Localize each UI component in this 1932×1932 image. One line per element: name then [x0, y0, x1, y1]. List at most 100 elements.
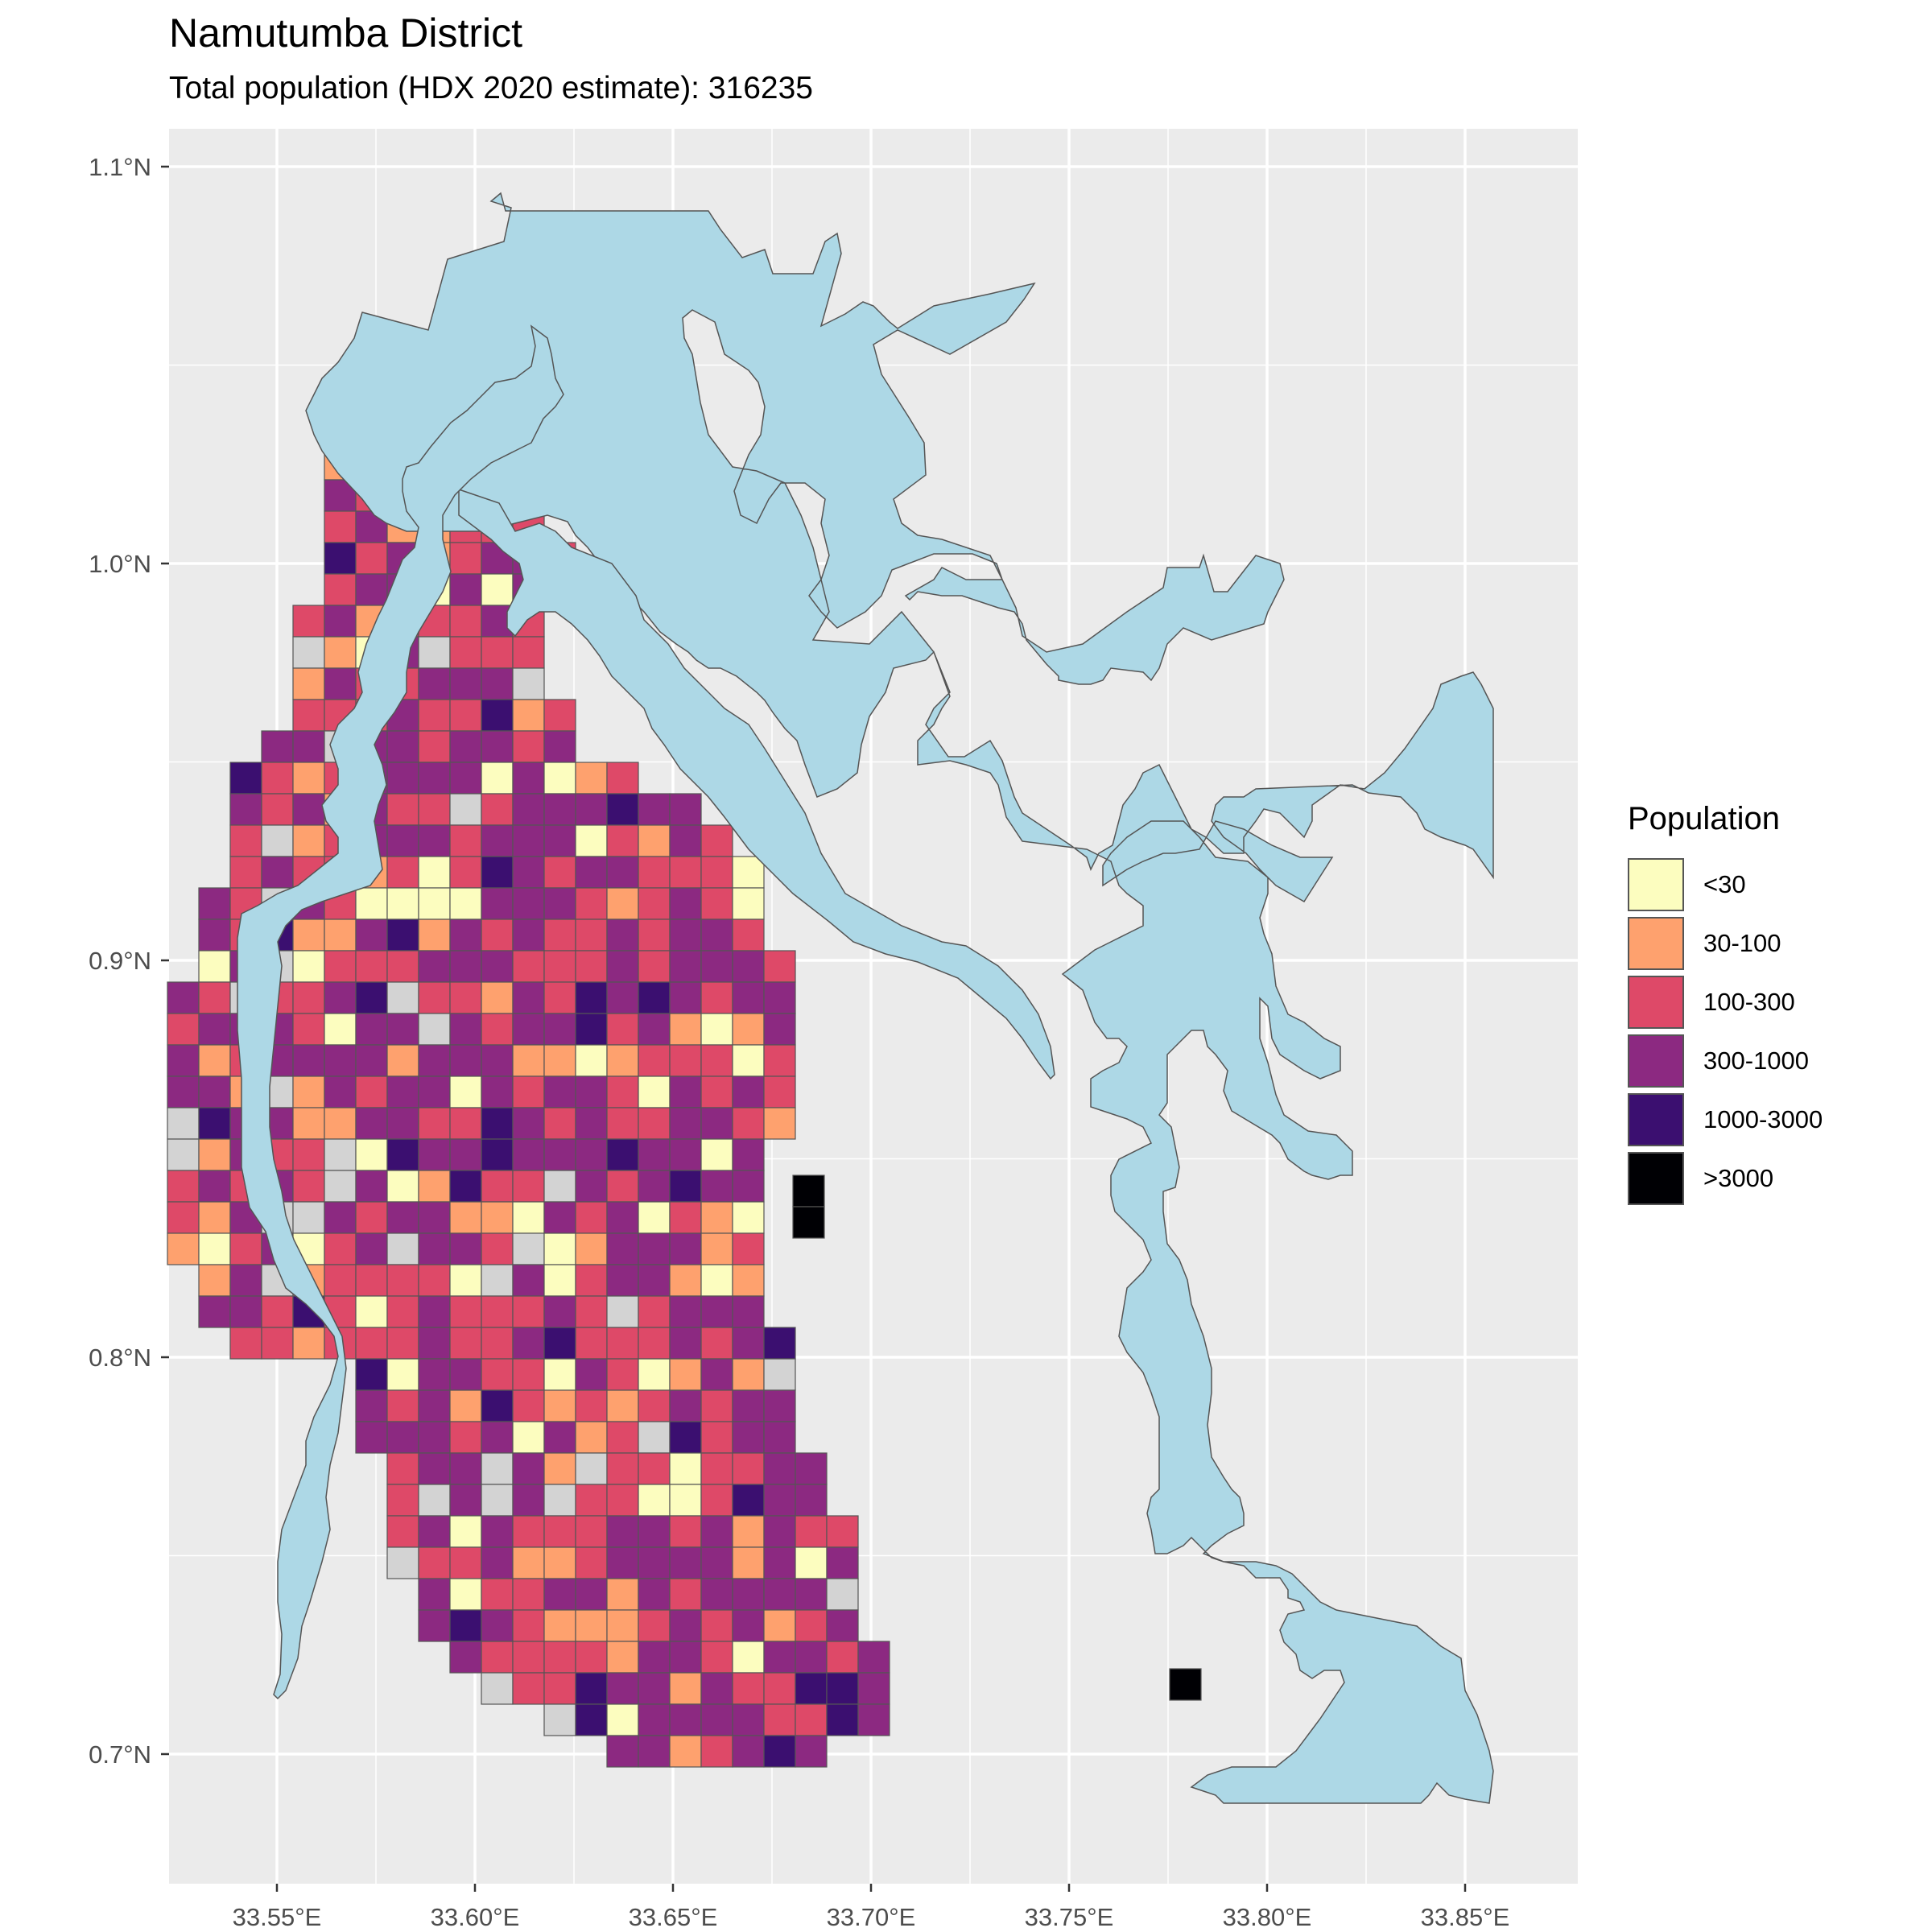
population-cell: [481, 1264, 514, 1297]
population-cell: [355, 1389, 388, 1422]
population-cell: [198, 1075, 231, 1108]
population-cell: [386, 1421, 419, 1454]
legend-item: 300-1000: [1628, 1031, 1823, 1090]
population-cell: [481, 1013, 514, 1046]
population-cell: [732, 1013, 765, 1046]
population-cell: [198, 1013, 231, 1046]
population-cell: [167, 1170, 200, 1203]
population-cell: [386, 856, 419, 889]
population-cell: [261, 793, 294, 826]
population-cell: [355, 1075, 388, 1108]
map-title: Namutumba District: [169, 10, 522, 56]
population-cell: [732, 1295, 765, 1328]
population-cell: [481, 1546, 514, 1579]
population-cell: [512, 1327, 545, 1360]
population-cell: [638, 1201, 671, 1234]
population-cell: [324, 1201, 357, 1234]
population-cell: [700, 1452, 733, 1485]
population-cell: [481, 1075, 514, 1108]
legend-key-swatch: [1628, 1092, 1684, 1146]
legend-key-swatch: [1628, 975, 1684, 1029]
population-cell: [418, 699, 451, 732]
population-cell: [763, 981, 796, 1014]
population-cell: [732, 1609, 765, 1642]
population-cell: [732, 1327, 765, 1360]
population-cell: [543, 1201, 576, 1234]
population-cell: [638, 1484, 671, 1517]
population-cell: [418, 1421, 451, 1454]
population-cell: [669, 919, 702, 952]
population-cell: [543, 1641, 576, 1674]
population-cell: [543, 1044, 576, 1077]
population-cell: [543, 1703, 576, 1736]
population-cell: [418, 824, 451, 857]
population-cell: [795, 1578, 828, 1611]
population-cell: [481, 730, 514, 763]
population-cell: [606, 1327, 639, 1360]
population-cell: [606, 981, 639, 1014]
population-cell: [292, 793, 325, 826]
population-cell: [732, 1546, 765, 1579]
population-cell: [512, 1295, 545, 1328]
population-cell: [324, 573, 357, 606]
population-cell: [449, 887, 482, 920]
population-cell: [512, 1013, 545, 1046]
population-cell: [606, 1735, 639, 1768]
population-cell: [638, 1107, 671, 1140]
population-cell: [543, 1578, 576, 1611]
population-cell: [198, 1138, 231, 1171]
population-cell: [324, 636, 357, 669]
population-cell: [481, 573, 514, 606]
population-cell: [418, 1578, 451, 1611]
population-cell: [481, 887, 514, 920]
population-cell: [418, 793, 451, 826]
x-tick-label: 33.70°E: [827, 1903, 916, 1931]
population-cell: [418, 1295, 451, 1328]
population-cell: [449, 1201, 482, 1234]
population-cell: [292, 1201, 325, 1234]
x-axis-labels: 33.55°E 33.60°E 33.65°E 33.70°E 33.75°E 33.80…: [233, 1903, 1510, 1931]
population-cell: [543, 1546, 576, 1579]
population-cell: [292, 919, 325, 952]
population-cell-max: [1169, 1668, 1202, 1701]
population-cell: [669, 1515, 702, 1548]
population-cell: [355, 1107, 388, 1140]
population-cell: [638, 950, 671, 983]
population-cell: [543, 1138, 576, 1171]
population-cell: [292, 636, 325, 669]
population-cell: [669, 887, 702, 920]
population-cell: [638, 793, 671, 826]
population-cell: [669, 1421, 702, 1454]
population-cell: [700, 1295, 733, 1328]
legend-item: 30-100: [1628, 914, 1823, 972]
population-cell: [669, 1484, 702, 1517]
population-cell: [449, 1075, 482, 1108]
population-cell: [795, 1735, 828, 1768]
population-cell: [606, 1421, 639, 1454]
western-wetland: [458, 488, 1055, 1080]
population-cell: [638, 1452, 671, 1485]
population-cell: [418, 1264, 451, 1297]
population-cell: [386, 1201, 419, 1234]
population-cell: [355, 919, 388, 952]
population-cell: [261, 1327, 294, 1360]
population-cell: [418, 1389, 451, 1422]
population-cell: [386, 793, 419, 826]
population-cell: [418, 1515, 451, 1548]
population-cell: [512, 1672, 545, 1705]
population-cell: [669, 1201, 702, 1234]
population-cell: [481, 636, 514, 669]
population-cell: [481, 950, 514, 983]
population-cell: [512, 919, 545, 952]
x-tick-label: 33.65°E: [629, 1903, 718, 1931]
population-cell: [826, 1578, 859, 1611]
population-cell: [386, 1452, 419, 1485]
population-cell: [606, 1672, 639, 1705]
population-cell: [418, 1138, 451, 1171]
legend-item: >3000: [1628, 1149, 1823, 1208]
population-cell: [638, 1609, 671, 1642]
population-cell: [449, 699, 482, 732]
population-cell: [763, 1327, 796, 1360]
population-cell: [261, 824, 294, 857]
population-cell: [512, 1389, 545, 1422]
